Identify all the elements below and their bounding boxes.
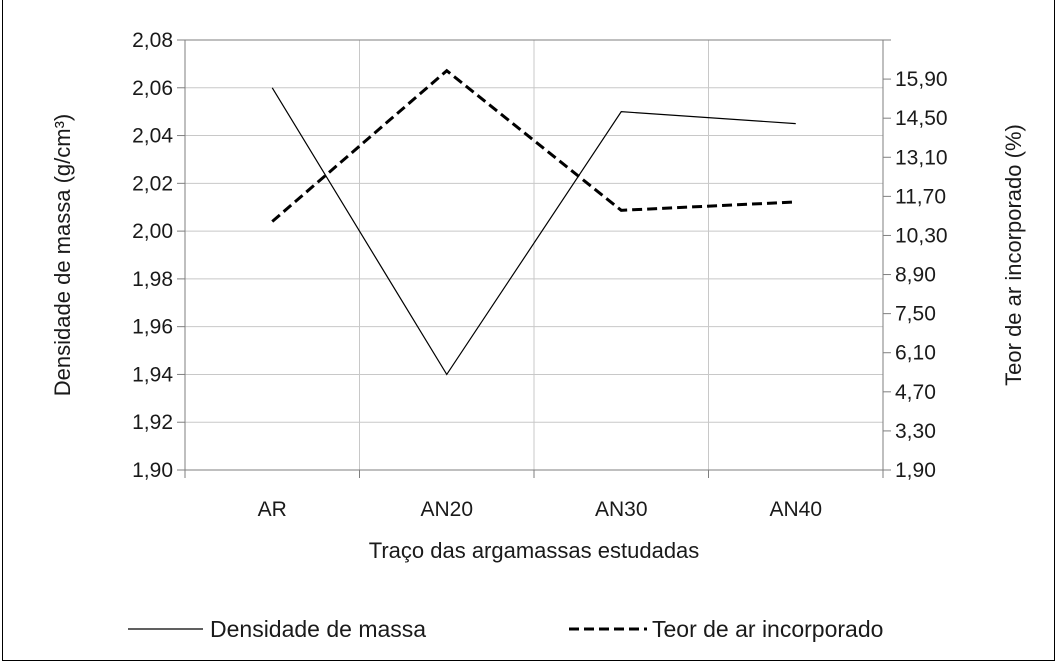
x-tick-label: AN40 <box>769 498 822 521</box>
legend-label-density: Densidade de massa <box>210 616 426 642</box>
left-y-axis: 1,90 1,92 1,94 1,96 1,98 2,00 2,02 2,04 2,06 2,08 <box>132 29 185 482</box>
right-tick-label: 1,90 <box>895 459 936 482</box>
left-tick-label: 2,06 <box>132 77 173 100</box>
right-tick-label: 14,50 <box>895 107 948 130</box>
left-tick-label: 2,02 <box>132 172 173 195</box>
series-lines <box>271 68 796 376</box>
x-tick-label: AN20 <box>420 498 473 521</box>
left-tick-label: 1,90 <box>132 459 173 482</box>
x-tick-label: AN30 <box>595 498 648 521</box>
left-tick-label: 1,94 <box>132 363 173 386</box>
right-tick-label: 10,30 <box>895 224 948 247</box>
left-tick-label: 2,08 <box>132 29 173 52</box>
right-tick-label: 15,90 <box>895 68 948 91</box>
line-chart: 1,90 1,92 1,94 1,96 1,98 2,00 2,02 2,04 2,06 2,08… <box>50 29 1026 642</box>
series-line-density <box>271 87 796 376</box>
left-tick-label: 2,04 <box>132 125 173 148</box>
left-y-axis-title: Densidade de massa (g/cm³) <box>50 114 75 396</box>
right-tick-label: 7,50 <box>895 303 936 326</box>
right-tick-label: 13,10 <box>895 146 948 169</box>
right-tick-label: 4,70 <box>895 381 936 404</box>
left-tick-label: 1,98 <box>132 268 173 291</box>
grid-lines <box>185 39 883 471</box>
right-tick-label: 8,90 <box>895 264 936 287</box>
x-axis-title: Traço das argamassas estudadas <box>369 538 700 563</box>
series-line-air-content <box>271 68 796 223</box>
x-axis: AR AN20 AN30 AN40 <box>184 470 884 521</box>
legend-label-air-content: Teor de ar incorporado <box>652 616 883 642</box>
left-tick-label: 2,00 <box>132 220 173 243</box>
x-tick-label: AR <box>258 498 287 521</box>
right-tick-label: 11,70 <box>895 185 946 208</box>
legend: Densidade de massa Teor de ar incorporad… <box>128 616 883 642</box>
right-tick-label: 3,30 <box>895 420 936 443</box>
right-y-axis: 1,90 3,30 4,70 6,10 7,50 8,90 10,30 11,70 13,10 1… <box>883 39 948 482</box>
left-tick-label: 1,92 <box>132 411 173 434</box>
right-tick-label: 6,10 <box>895 342 936 365</box>
right-y-axis-title: Teor de ar incorporado (%) <box>1001 124 1026 386</box>
left-tick-label: 1,96 <box>132 316 173 339</box>
